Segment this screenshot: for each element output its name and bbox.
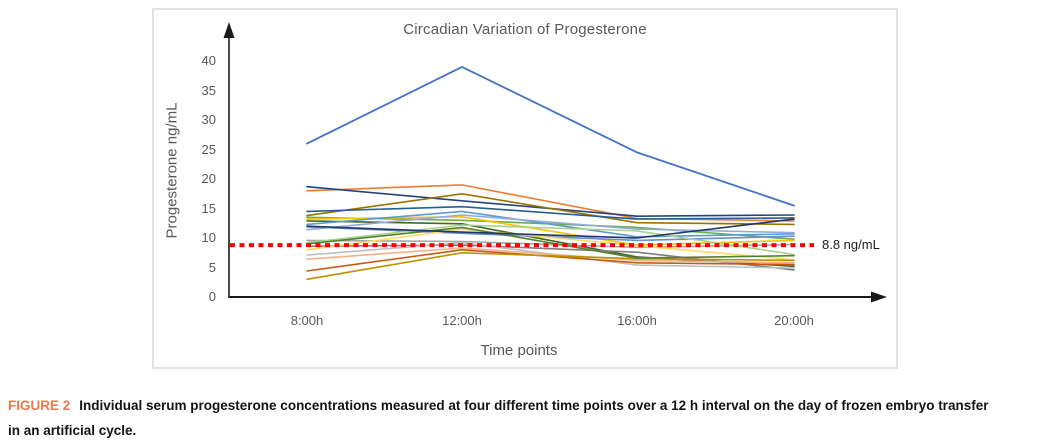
series-line-4 (306, 193, 795, 226)
x-tick-label-2: 12:00h (442, 313, 482, 328)
series-line-21 (306, 218, 795, 239)
y-tick-label-25: 25 (201, 141, 216, 157)
x-tick-label-3: 16:00h (617, 313, 657, 328)
x-tick-label-1: 8:00h (290, 313, 324, 328)
figure-caption-text: Individual serum progesterone concentrat… (8, 398, 989, 438)
y-tick-label-5: 5 (208, 259, 216, 275)
y-axis-arrow-icon (223, 22, 235, 38)
line-chart (223, 22, 887, 303)
series-line-15 (306, 228, 795, 261)
y-tick-label-30: 30 (201, 112, 216, 127)
y-tick-label-35: 35 (201, 82, 216, 98)
figure-caption-label: FIGURE 2 (8, 398, 71, 413)
series-line-17 (306, 247, 795, 264)
series-line-19 (306, 252, 795, 281)
series-line-5 (306, 205, 795, 220)
y-tick-label-0: 0 (208, 289, 216, 304)
series-line-1 (306, 66, 795, 207)
figure-panel: Circadian Variation of Progesterone Prog… (152, 8, 898, 369)
threshold-label: 8.8 ng/mL (822, 237, 880, 253)
series-line-13 (306, 224, 795, 256)
y-tick-label-15: 15 (201, 200, 216, 216)
series-line-11 (306, 214, 795, 234)
series-line-9 (306, 210, 795, 238)
y-tick-label-40: 40 (201, 53, 216, 68)
series-line-20 (306, 226, 795, 259)
series-line-2 (306, 184, 795, 222)
figure-caption: FIGURE 2 Individual serum progesterone co… (8, 393, 1003, 443)
x-axis-title: Time points (480, 342, 558, 359)
x-axis-arrow-icon (871, 291, 887, 303)
x-tick-label-4: 20:00h (774, 313, 814, 328)
chart-title: Circadian Variation of Progesterone (403, 21, 647, 38)
y-tick-label-10: 10 (201, 230, 216, 245)
y-tick-label-20: 20 (201, 171, 216, 186)
